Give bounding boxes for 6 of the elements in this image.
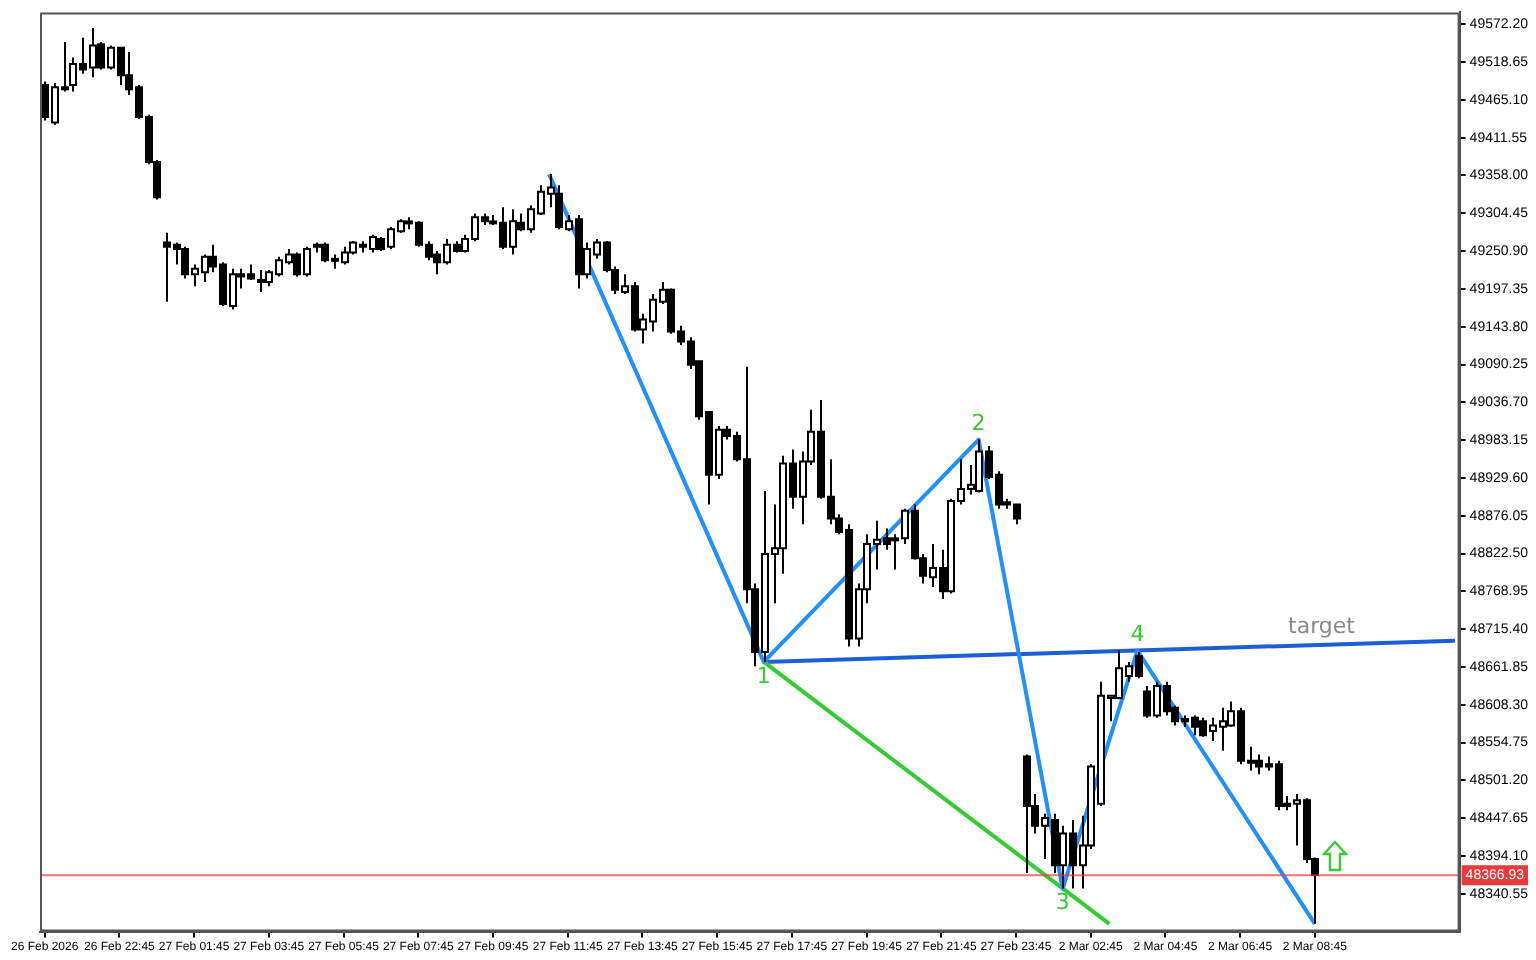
candlestick (1023, 753, 1031, 874)
annotation: 4 (1130, 621, 1145, 648)
annotation: 1 (756, 662, 771, 689)
annotation: 3 (1055, 889, 1070, 916)
annotation: 2 (971, 410, 986, 437)
series-label: target (1288, 613, 1357, 640)
